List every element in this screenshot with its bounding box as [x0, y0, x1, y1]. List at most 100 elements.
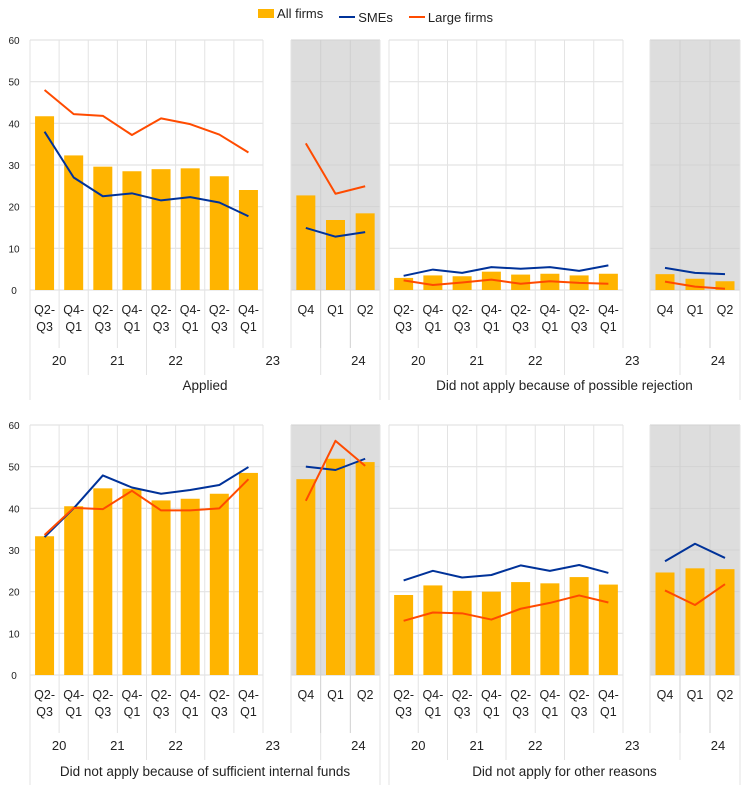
x-tick-label: Q4-: [539, 303, 560, 317]
panel-title: Did not apply because of sufficient inte…: [60, 764, 350, 779]
x-tick-label: Q2-: [393, 688, 414, 702]
year-label: 24: [351, 738, 365, 753]
x-tick-label: Q1: [425, 320, 442, 334]
x-tick-label: Q4-: [481, 688, 502, 702]
year-label: 21: [470, 353, 484, 368]
x-tick-label: Q1: [182, 705, 199, 719]
y-tick-label: 60: [8, 421, 20, 432]
line-large-firms: [664, 583, 726, 606]
x-tick-label: Q2-: [92, 303, 113, 317]
bar-all-firms: [238, 190, 258, 290]
x-tick-label: Q1: [124, 320, 141, 334]
x-tick-label: Q4-: [180, 688, 201, 702]
bar-all-firms: [598, 584, 618, 675]
x-tick-label: Q1: [65, 705, 82, 719]
bar-all-firms: [180, 168, 200, 290]
chart-panel-4: Q2- Q3 Q4- Q1 Q2- Q3 Q4- Q1 Q2- Q3 Q4- Q1 Q2- Q3 Q4- Q1…: [388, 424, 741, 785]
legend-swatch: [339, 16, 356, 18]
x-tick-label: Q1: [124, 705, 141, 719]
x-tick-label: Q2: [717, 303, 734, 317]
line-smes: [305, 457, 366, 471]
legend-swatch: [408, 16, 425, 18]
y-tick-label: 40: [8, 504, 20, 515]
bar-all-firms: [715, 569, 735, 675]
bar-all-firms: [355, 213, 375, 290]
x-tick-label: Q2-: [209, 303, 230, 317]
bar-all-firms: [481, 591, 501, 675]
bar-all-firms: [394, 277, 414, 290]
line-large-firms: [403, 594, 609, 622]
year-label: 21: [110, 738, 124, 753]
bar-all-firms: [326, 220, 345, 290]
legend-label: All firms: [277, 6, 324, 21]
x-tick-label: Q3: [512, 705, 529, 719]
x-tick-label: Q3: [211, 320, 228, 334]
x-tick-label: Q4: [297, 303, 314, 317]
x-tick-label: Q2-: [510, 303, 531, 317]
bar-all-firms: [93, 166, 113, 290]
x-tick-label: Q2-: [569, 688, 590, 702]
x-tick-label: Q4-: [238, 303, 259, 317]
x-tick-label: Q1: [483, 705, 500, 719]
x-tick-label: Q2: [717, 688, 734, 702]
y-tick-label: 10: [8, 629, 20, 640]
x-tick-label: Q3: [94, 320, 111, 334]
x-tick-label: Q1: [542, 705, 559, 719]
x-tick-label: Q3: [211, 705, 228, 719]
line-smes: [403, 564, 609, 582]
year-label: 23: [625, 738, 639, 753]
x-tick-label: Q2-: [151, 303, 172, 317]
x-tick-label: Q3: [94, 705, 111, 719]
line-smes: [305, 226, 366, 238]
x-tick-label: Q1: [327, 688, 344, 702]
line-large-firms: [304, 142, 366, 195]
bar-all-firms: [540, 583, 560, 675]
x-tick-label: Q1: [542, 320, 559, 334]
bar-all-firms: [122, 171, 142, 290]
panel-title: Applied: [182, 378, 227, 393]
x-tick-label: Q4-: [63, 688, 84, 702]
x-tick-label: Q1: [65, 320, 82, 334]
y-tick-label: 0: [11, 286, 17, 297]
x-tick-label: Q3: [153, 320, 170, 334]
y-tick-label: 0: [11, 671, 17, 682]
line-large-firms: [43, 89, 249, 154]
year-label: 24: [711, 353, 725, 368]
x-tick-label: Q2-: [569, 303, 590, 317]
x-tick-label: Q2-: [92, 688, 113, 702]
chart-legend: All firms SMEs Large firms: [0, 6, 751, 25]
x-tick-label: Q3: [571, 705, 588, 719]
x-tick-label: Q1: [687, 303, 704, 317]
year-label: 20: [411, 353, 425, 368]
bar-all-firms: [355, 462, 375, 675]
x-tick-label: Q1: [600, 320, 617, 334]
bar-all-firms: [151, 500, 171, 675]
x-tick-label: Q1: [483, 320, 500, 334]
x-tick-label: Q4-: [63, 303, 84, 317]
x-tick-label: Q4-: [422, 303, 443, 317]
x-tick-label: Q3: [153, 705, 170, 719]
x-tick-label: Q4-: [481, 303, 502, 317]
year-label: 20: [411, 738, 425, 753]
bar-all-firms: [394, 595, 414, 675]
x-tick-label: Q1: [327, 303, 344, 317]
year-label: 24: [351, 353, 365, 368]
line-large-firms: [43, 478, 250, 536]
bar-all-firms: [326, 458, 345, 675]
y-tick-label: 10: [8, 244, 20, 255]
x-tick-label: Q4: [657, 303, 674, 317]
x-tick-label: Q2-: [393, 303, 414, 317]
bar-all-firms: [93, 488, 113, 675]
year-label: 21: [110, 353, 124, 368]
year-label: 23: [265, 353, 279, 368]
panel-title: Did not apply because of possible reject…: [436, 378, 693, 393]
bar-all-firms: [685, 278, 705, 290]
y-tick-label: 60: [8, 36, 20, 47]
line-smes: [664, 542, 726, 563]
y-tick-label: 20: [8, 203, 20, 214]
x-tick-label: Q2-: [34, 688, 55, 702]
bar-all-firms: [296, 195, 316, 290]
legend-item-all-firms: All firms: [258, 6, 323, 21]
x-tick-label: Q4-: [539, 688, 560, 702]
